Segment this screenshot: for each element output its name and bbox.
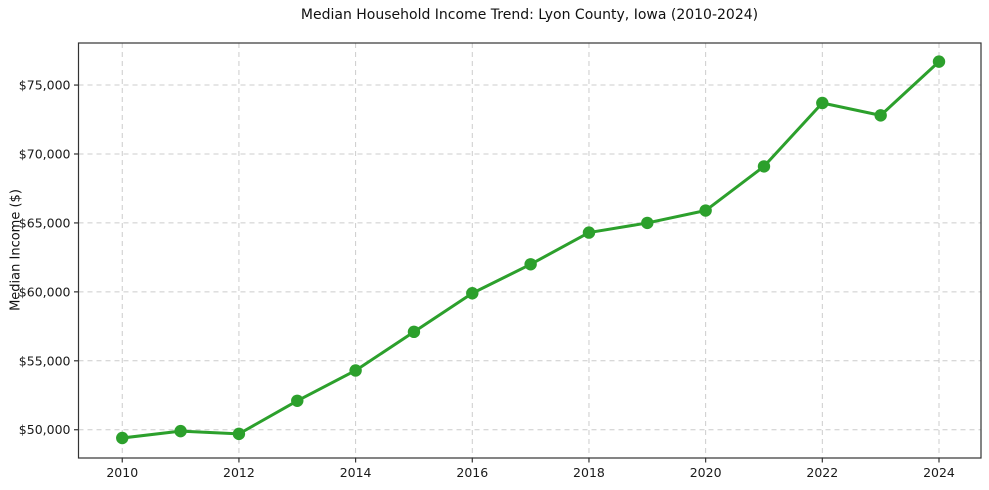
x-tick-label: 2020: [690, 465, 722, 480]
x-tick-label: 2012: [223, 465, 255, 480]
x-tick-label: 2018: [573, 465, 605, 480]
x-tick-label: 2014: [340, 465, 372, 480]
data-point-2022: [816, 96, 829, 110]
data-point-2017: [524, 258, 537, 271]
data-point-2012: [232, 427, 246, 441]
data-point-2010: [116, 431, 129, 445]
data-point-2013: [291, 394, 304, 407]
data-point-2018: [582, 226, 596, 239]
chart-title: Median Household Income Trend: Lyon Coun…: [300, 7, 759, 23]
y-tick-label: $60,000: [19, 284, 71, 299]
data-point-2020: [699, 204, 712, 217]
y-tick-label: $50,000: [19, 422, 71, 437]
y-tick-label: $75,000: [19, 78, 71, 93]
y-tick-label: $70,000: [19, 146, 71, 161]
data-point-2021: [757, 160, 771, 173]
data-point-2016: [466, 287, 479, 300]
x-tick-label: 2024: [923, 465, 955, 480]
data-point-2024: [932, 55, 946, 68]
x-tick-label: 2016: [456, 465, 488, 480]
x-tick-label: 2022: [806, 465, 838, 480]
data-point-2011: [174, 424, 187, 438]
data-point-2015: [407, 325, 421, 339]
data-point-2023: [874, 109, 887, 122]
data-point-2014: [349, 364, 362, 377]
data-point-2019: [641, 216, 654, 230]
plot-border: [77, 42, 982, 459]
y-tick-label: $65,000: [19, 215, 71, 230]
y-tick-label: $55,000: [19, 353, 71, 368]
x-tick-label: 2010: [106, 465, 138, 480]
income-trend-line: [120, 60, 941, 440]
